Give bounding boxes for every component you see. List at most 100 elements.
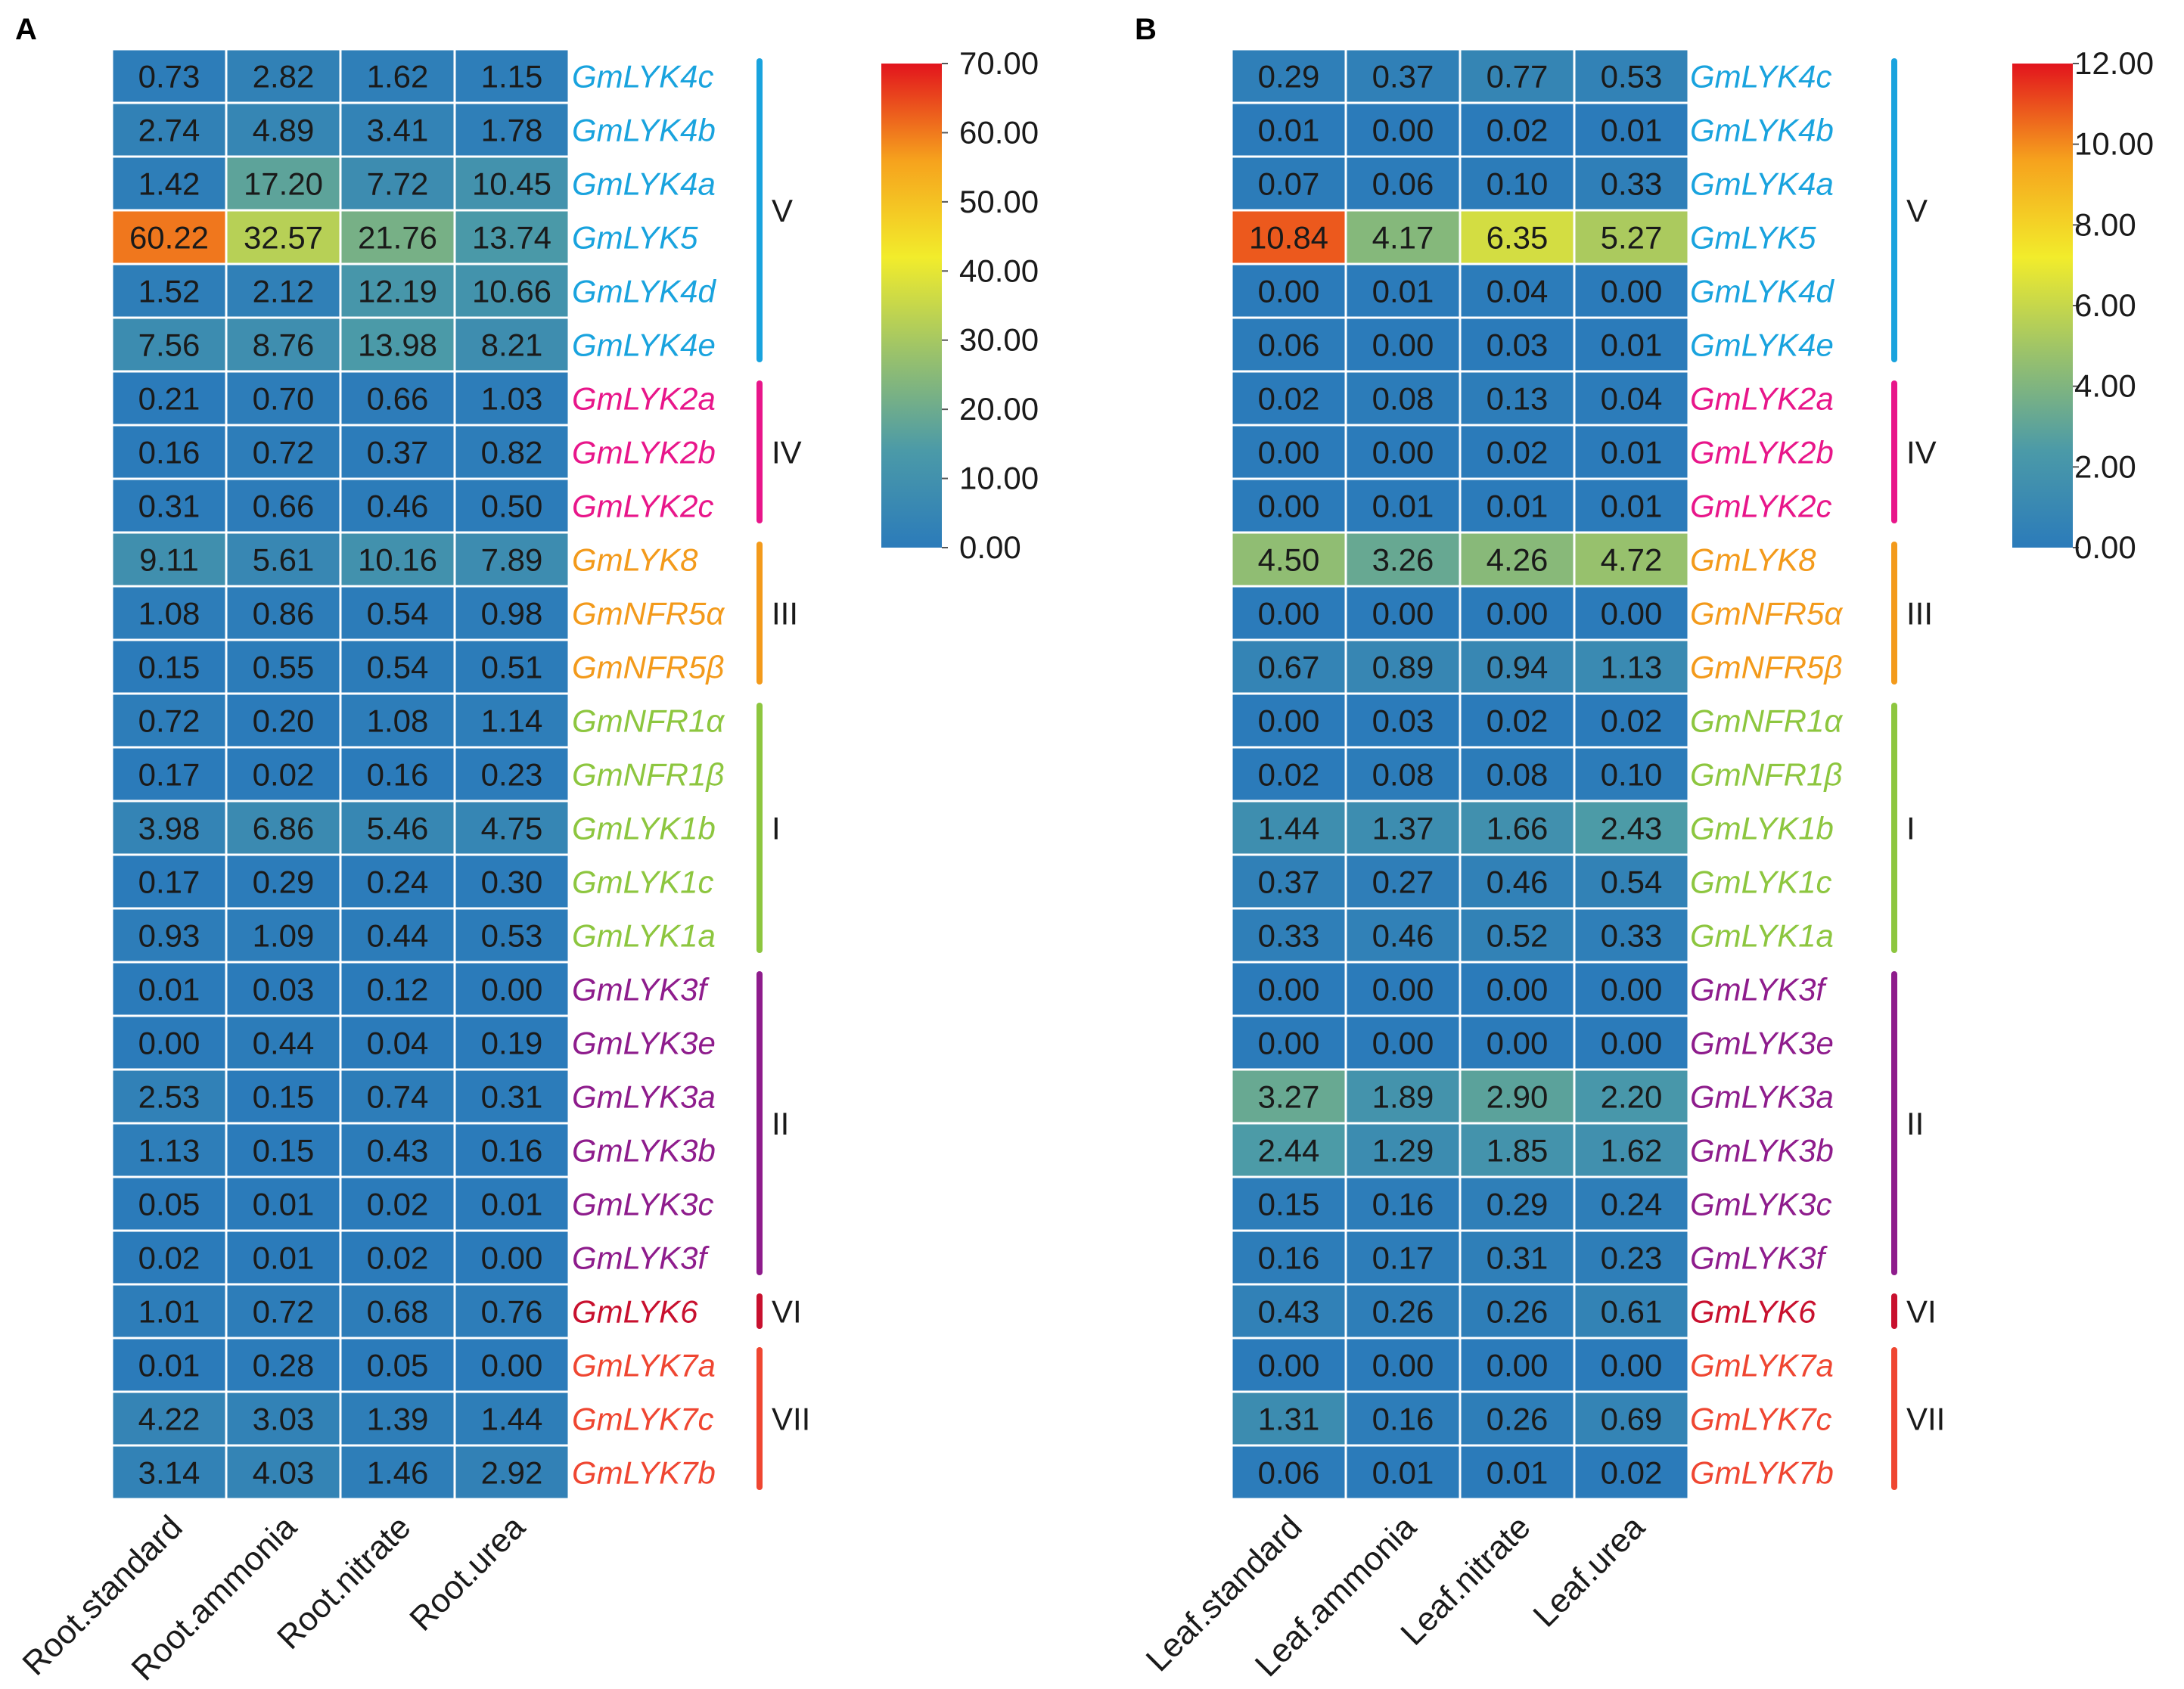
cell-value-label: 0.00 — [1487, 596, 1549, 632]
cell-value-label: 0.46 — [367, 489, 429, 524]
cell-value-label: 1.08 — [138, 596, 200, 632]
gene-label: GmLYK4d — [572, 274, 717, 309]
heatmap-cell — [1230, 585, 1347, 641]
heatmap-cell — [453, 155, 570, 212]
gene-label: GmLYK3f — [1690, 972, 1828, 1008]
heatmap-cell — [453, 477, 570, 534]
heatmap-cell — [1230, 424, 1347, 480]
cell-value-label: 1.13 — [138, 1133, 200, 1169]
heatmap-cell — [1344, 1337, 1462, 1393]
heatmap-cell — [1459, 1337, 1576, 1393]
heatmap-cell — [1230, 1283, 1347, 1340]
cell-value-label: 0.29 — [1487, 1187, 1549, 1222]
heatmap-cell — [225, 638, 342, 695]
colorbar-tick-label: 30.00 — [959, 322, 1039, 358]
heatmap-cell — [110, 961, 228, 1017]
cell-value-label: 0.12 — [367, 972, 429, 1008]
gene-label: GmLYK7b — [1690, 1455, 1834, 1491]
heatmap-cell — [1459, 370, 1576, 427]
cell-value-label: 1.44 — [1258, 811, 1320, 846]
clade-label: II — [1906, 1106, 1924, 1141]
cell-value-label: 3.27 — [1258, 1079, 1320, 1115]
cell-value-label: 0.08 — [1487, 757, 1549, 793]
heatmap-cell — [453, 316, 570, 373]
cell-value-label: 0.00 — [138, 1026, 200, 1061]
heatmap-cell — [1230, 1122, 1347, 1178]
cell-value-label: 8.76 — [253, 328, 315, 363]
heatmap-cell — [110, 1175, 228, 1232]
column-label: Leaf.urea — [1526, 1508, 1651, 1634]
cell-value-label: 0.52 — [1487, 918, 1549, 954]
gene-label: GmNFR1β — [1690, 757, 1842, 793]
heatmap-cell — [1459, 746, 1576, 803]
cell-value-label: 0.01 — [1258, 113, 1320, 148]
clade-bar — [756, 380, 763, 523]
cell-value-label: 0.01 — [1372, 1455, 1434, 1491]
cell-value-label: 10.66 — [472, 274, 551, 309]
cell-value-label: 7.72 — [367, 166, 429, 202]
gene-label: GmLYK3e — [1690, 1026, 1834, 1061]
cell-value-label: 0.00 — [1601, 1348, 1663, 1383]
heatmap-cell — [1230, 1014, 1347, 1071]
clade-label: II — [772, 1106, 789, 1141]
cell-value-label: 0.55 — [253, 650, 315, 685]
cell-value-label: 0.37 — [1372, 59, 1434, 95]
clade-bar — [756, 1293, 763, 1329]
heatmap-cell — [339, 692, 456, 749]
heatmap-cell — [1344, 262, 1462, 319]
clade-bar — [1891, 58, 1897, 362]
cell-value-label: 0.00 — [481, 972, 543, 1008]
heatmap-cell — [453, 1122, 570, 1178]
gene-label: GmNFR1α — [572, 703, 725, 739]
cell-value-label: 2.74 — [138, 113, 200, 148]
gene-label: GmLYK4c — [572, 59, 714, 95]
cell-value-label: 0.02 — [1258, 757, 1320, 793]
cell-value-label: 0.43 — [1258, 1294, 1320, 1330]
gene-label: GmLYK5 — [1690, 220, 1816, 256]
heatmap-cell — [1459, 477, 1576, 534]
cell-value-label: 4.22 — [138, 1402, 200, 1437]
cell-value-label: 0.02 — [1487, 435, 1549, 470]
heatmap-cell — [1573, 1444, 1690, 1501]
cell-value-label: 0.00 — [1258, 1348, 1320, 1383]
cell-value-label: 1.89 — [1372, 1079, 1434, 1115]
cell-value-label: 1.85 — [1487, 1133, 1549, 1169]
gene-label: GmLYK3a — [1690, 1079, 1834, 1115]
clade-bar — [756, 703, 763, 953]
heatmap-cell — [110, 1014, 228, 1071]
cell-value-label: 0.94 — [1487, 650, 1549, 685]
gene-label: GmLYK2c — [572, 489, 714, 524]
cell-value-label: 0.01 — [253, 1187, 315, 1222]
gene-label: GmLYK2a — [1690, 381, 1834, 417]
cell-value-label: 0.00 — [1372, 328, 1434, 363]
heatmap-cell — [225, 585, 342, 641]
cell-value-label: 0.00 — [1601, 274, 1663, 309]
cell-value-label: 0.01 — [1372, 489, 1434, 524]
cell-value-label: 0.03 — [253, 972, 315, 1008]
cell-value-label: 0.00 — [1601, 972, 1663, 1008]
cell-value-label: 0.27 — [1372, 865, 1434, 900]
cell-value-label: 0.15 — [253, 1079, 315, 1115]
colorbar-tick-label: 60.00 — [959, 114, 1039, 150]
cell-value-label: 0.00 — [1258, 596, 1320, 632]
cell-value-label: 1.15 — [481, 59, 543, 95]
heatmap-cell — [453, 1014, 570, 1071]
cell-value-label: 0.33 — [1601, 166, 1663, 202]
colorbar-tick-label: 70.00 — [959, 45, 1039, 81]
cell-value-label: 0.37 — [1258, 865, 1320, 900]
heatmap-cell — [1573, 316, 1690, 373]
cell-value-label: 0.66 — [253, 489, 315, 524]
cell-value-label: 0.01 — [1601, 489, 1663, 524]
colorbar-tick-label: 12.00 — [2074, 45, 2154, 81]
gene-label: GmLYK4b — [572, 113, 716, 148]
cell-value-label: 1.39 — [367, 1402, 429, 1437]
panel-label: B — [1135, 13, 1157, 46]
cell-value-label: 0.33 — [1601, 918, 1663, 954]
heatmap-cell — [1230, 638, 1347, 695]
cell-value-label: 0.16 — [367, 757, 429, 793]
cell-value-label: 0.00 — [1372, 596, 1434, 632]
cell-value-label: 0.02 — [1601, 1455, 1663, 1491]
cell-value-label: 6.86 — [253, 811, 315, 846]
cell-value-label: 0.00 — [1258, 489, 1320, 524]
